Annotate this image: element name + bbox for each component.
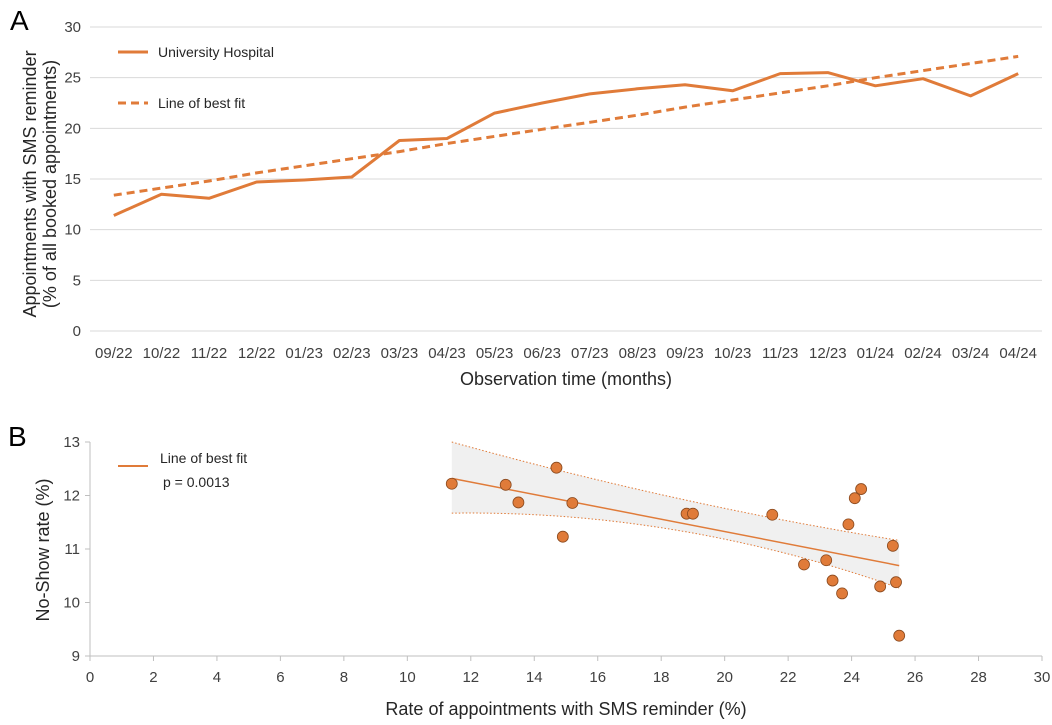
confidence-upper-bound	[451, 441, 900, 541]
panel-a-x-tick: 03/24	[952, 345, 990, 362]
panel-a-x-tick: 01/23	[285, 345, 323, 362]
panel-a-x-tick: 04/24	[999, 345, 1037, 362]
panel-b-x-tick: 18	[653, 669, 670, 686]
panel-b-x-tick: 22	[780, 669, 797, 686]
panel-b-x-tick: 8	[340, 669, 348, 686]
panel-a-x-tick: 06/23	[523, 345, 561, 362]
best-fit-line	[113, 54, 1019, 197]
legend-best-fit-a: Line of best fit	[158, 95, 245, 111]
panel-b-y-tick: 13	[63, 434, 80, 451]
scatter-point	[886, 539, 899, 552]
panel-b-y-axis-label-wrap: No-Show rate (%)	[33, 478, 53, 621]
panel-a-gridlines	[90, 26, 1042, 332]
scatter-point	[556, 530, 569, 543]
fit-line	[451, 477, 900, 567]
panel-a-x-tick: 02/24	[904, 345, 942, 362]
panel-b-x-tick: 14	[526, 669, 543, 686]
scatter-point	[826, 574, 839, 587]
panel-a-x-ticks: 09/22 10/22 11/22 12/22 01/23 02/23 03/23 04/23…	[95, 345, 1037, 362]
panel-b-x-tick: 10	[399, 669, 416, 686]
panel-a-x-tick: 10/22	[143, 345, 181, 362]
scatter-point	[499, 478, 512, 491]
panel-a-x-tick: 12/22	[238, 345, 276, 362]
panel-b-legend: Line of best fit p = 0.0013	[118, 450, 247, 490]
scatter-point	[848, 492, 861, 505]
panel-b-y-tick: 10	[63, 595, 80, 612]
panel-a-series	[113, 54, 1019, 217]
panel-b-y-ticks: 9 10 11 12 13	[63, 434, 90, 665]
panel-b-x-tick: 12	[462, 669, 479, 686]
panel-b-label: B	[8, 421, 27, 452]
panel-b-x-tick: 24	[843, 669, 860, 686]
p-value-label: p = 0.0013	[163, 474, 230, 490]
panel-a-x-tick: 11/23	[762, 345, 798, 362]
panel-a-label: A	[10, 5, 29, 36]
panel-a-x-tick: 12/23	[809, 345, 847, 362]
panel-a-x-tick: 04/23	[428, 345, 466, 362]
scatter-point	[874, 580, 887, 593]
scatter-point	[893, 629, 906, 642]
panel-b-y-tick: 9	[72, 648, 80, 665]
panel-a-y-ticks: 0 5 10 15 20 25 30	[64, 19, 81, 340]
panel-a-y-tick: 25	[64, 70, 81, 87]
panel-a-y-label-line1: Appointments with SMS reminder	[20, 50, 40, 317]
panel-b-y-axis-label: No-Show rate (%)	[33, 478, 53, 621]
panel-a-y-tick: 10	[64, 222, 81, 239]
panel-b-x-tick: 20	[716, 669, 733, 686]
panel-b-x-axis-label: Rate of appointments with SMS reminder (…	[385, 699, 746, 719]
panel-b-x-tick: 30	[1034, 669, 1051, 686]
panel-a-x-tick: 01/24	[857, 345, 895, 362]
panel-b-x-tick: 28	[970, 669, 987, 686]
panel-b-x-tick: 6	[276, 669, 284, 686]
panel-a-x-tick: 02/23	[333, 345, 371, 362]
panel-a-y-tick: 15	[64, 171, 81, 188]
panel-a-x-tick: 07/23	[571, 345, 609, 362]
panel-b-x-tick: 2	[149, 669, 157, 686]
panel-b-x-ticks: 0 2 4 6 8 10 12 14 16 18 20 22 24 26 28 30	[86, 656, 1051, 686]
panel-a-x-tick: 03/23	[381, 345, 419, 362]
panel-a-y-tick: 20	[64, 120, 81, 137]
legend-university-hospital: University Hospital	[158, 44, 274, 60]
scatter-point	[890, 576, 902, 589]
scatter-points	[445, 461, 906, 642]
panel-a-legend: University Hospital Line of best fit	[118, 44, 274, 111]
panel-b-x-tick: 16	[589, 669, 606, 686]
panel-a-x-tick: 08/23	[619, 345, 657, 362]
legend-best-fit-b: Line of best fit	[160, 450, 247, 466]
panel-a-chart: A 0 5 10 15 20 25 30 09/22 10/22 11/22 12/22 01/23…	[10, 5, 1042, 389]
panel-b-x-tick: 4	[213, 669, 221, 686]
confidence-lower-bound	[451, 512, 900, 589]
scatter-point	[855, 483, 868, 495]
panel-a-x-tick: 09/22	[95, 345, 133, 362]
panel-a-y-label-line2: (% of all booked appointments)	[40, 60, 60, 308]
panel-b-y-tick: 11	[64, 541, 80, 558]
panel-a-x-tick: 09/23	[666, 345, 704, 362]
panel-a-x-tick: 11/22	[191, 345, 227, 362]
university-hospital-line	[113, 71, 1019, 217]
panel-a-y-tick: 30	[64, 19, 81, 36]
panel-a-y-tick: 5	[73, 272, 81, 289]
panel-b-y-tick: 12	[63, 488, 80, 505]
scatter-point	[842, 518, 855, 531]
panel-b-x-tick: 26	[907, 669, 924, 686]
scatter-point	[550, 461, 563, 474]
scatter-point	[566, 497, 579, 509]
scatter-point	[836, 587, 848, 600]
panel-a-x-axis-label: Observation time (months)	[460, 369, 672, 389]
scatter-point	[820, 554, 833, 567]
scatter-point	[766, 508, 779, 521]
panel-a-x-tick: 10/23	[714, 345, 752, 362]
panel-a-y-tick: 0	[73, 323, 81, 340]
scatter-point	[687, 507, 699, 520]
panel-b-x-tick: 0	[86, 669, 94, 686]
panel-a-x-tick: 05/23	[476, 345, 514, 362]
confidence-band	[451, 442, 900, 589]
scatter-point	[798, 558, 810, 571]
scatter-point	[512, 496, 525, 509]
panel-a-y-axis-label: Appointments with SMS reminder (% of all…	[20, 50, 60, 317]
scatter-point	[445, 477, 458, 490]
